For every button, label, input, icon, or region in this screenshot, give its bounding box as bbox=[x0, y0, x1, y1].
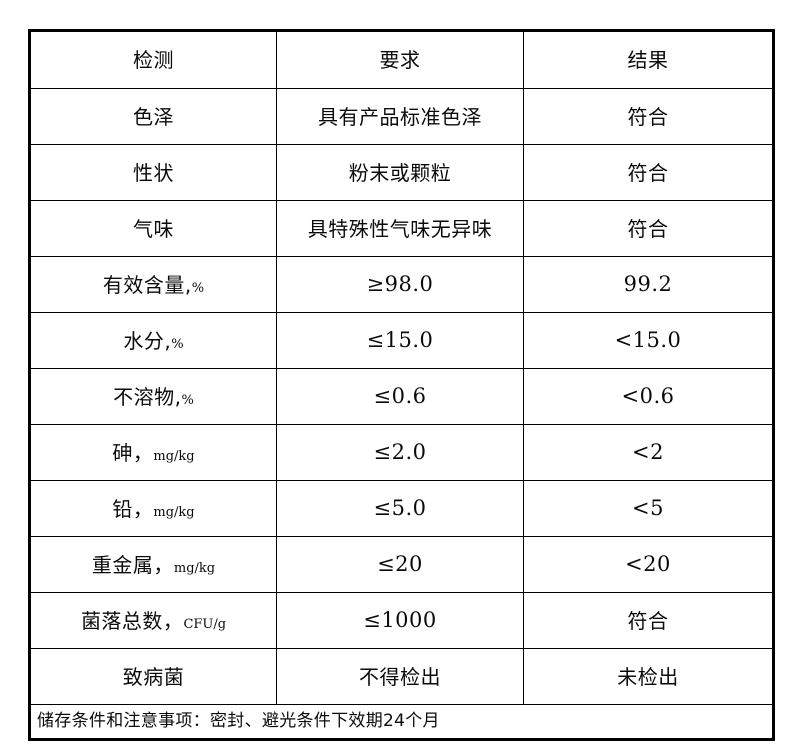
result-value: 未检出 bbox=[617, 664, 679, 689]
requirement-value: 粉末或颗粒 bbox=[348, 160, 452, 185]
item-label: 气味 bbox=[133, 216, 174, 241]
column-header-requirement: 要求 bbox=[276, 30, 524, 89]
cell-result: 99.2 bbox=[523, 256, 774, 313]
table-body: 检测 要求 结果 色泽 具有产品标准色泽 符合 性状 粉末或颗粒 符合 气味 具… bbox=[29, 30, 774, 740]
cell-requirement: 粉末或颗粒 bbox=[276, 144, 524, 201]
requirement-value: ≤1000 bbox=[363, 607, 437, 632]
cell-result: <0.6 bbox=[523, 368, 774, 425]
cell-requirement: ≤15.0 bbox=[276, 312, 524, 369]
column-header-item: 检测 bbox=[29, 30, 277, 89]
item-unit: mg/kg bbox=[173, 560, 216, 576]
cell-result: <2 bbox=[523, 424, 774, 481]
item-unit: mg/kg bbox=[153, 504, 195, 520]
cell-result: 符合 bbox=[523, 592, 774, 649]
item-label: 重金属， bbox=[91, 552, 174, 577]
table-row: 不溶物,% ≤0.6 <0.6 bbox=[29, 368, 774, 425]
cell-item: 不溶物,% bbox=[29, 368, 277, 425]
requirement-value: 具有产品标准色泽 bbox=[318, 104, 482, 129]
requirement-value: ≤0.6 bbox=[373, 383, 427, 408]
item-unit: % bbox=[181, 392, 194, 408]
cell-item: 性状 bbox=[29, 144, 277, 201]
result-value: 符合 bbox=[627, 160, 669, 185]
cell-item: 有效含量,% bbox=[29, 256, 277, 313]
table-row: 气味 具特殊性气味无异味 符合 bbox=[29, 200, 774, 257]
requirement-value: ≤2.0 bbox=[373, 439, 427, 464]
table-row: 砷，mg/kg ≤2.0 <2 bbox=[29, 424, 774, 481]
column-header-result: 结果 bbox=[523, 30, 774, 89]
item-label: 菌落总数， bbox=[80, 608, 184, 633]
item-label: 致病菌 bbox=[122, 664, 185, 689]
cell-requirement: 具特殊性气味无异味 bbox=[276, 200, 524, 257]
table-row: 水分,% ≤15.0 <15.0 bbox=[29, 312, 774, 369]
table-row: 重金属，mg/kg ≤20 <20 bbox=[29, 536, 774, 593]
cell-result: <15.0 bbox=[523, 312, 774, 369]
cell-item: 致病菌 bbox=[29, 648, 277, 705]
item-label: 性状 bbox=[133, 160, 174, 185]
item-unit: CFU/g bbox=[183, 616, 227, 632]
item-unit: mg/kg bbox=[153, 448, 195, 464]
result-value: <2 bbox=[632, 439, 664, 464]
result-value: <5 bbox=[632, 495, 664, 520]
table-header-row: 检测 要求 结果 bbox=[29, 30, 774, 89]
requirement-value: 不得检出 bbox=[359, 664, 441, 689]
result-value: <20 bbox=[625, 551, 671, 576]
product-specification-table: 检测 要求 结果 色泽 具有产品标准色泽 符合 性状 粉末或颗粒 符合 气味 具… bbox=[28, 29, 775, 741]
table-row: 致病菌 不得检出 未检出 bbox=[29, 648, 774, 705]
cell-requirement: ≤1000 bbox=[276, 592, 524, 649]
item-label: 不溶物, bbox=[113, 384, 182, 409]
cell-item: 铅，mg/kg bbox=[29, 480, 277, 537]
table-row: 性状 粉末或颗粒 符合 bbox=[29, 144, 774, 201]
cell-result: 符合 bbox=[523, 88, 774, 145]
item-label: 铅， bbox=[112, 496, 154, 521]
table-note-row: 储存条件和注意事项：密封、避光条件下效期24个月 bbox=[29, 704, 774, 740]
table-row: 有效含量,% ≥98.0 99.2 bbox=[29, 256, 774, 313]
cell-result: <20 bbox=[523, 536, 774, 593]
cell-result: <5 bbox=[523, 480, 774, 537]
column-header-requirement-label: 要求 bbox=[379, 48, 421, 72]
cell-requirement: ≤0.6 bbox=[276, 368, 524, 425]
cell-item: 气味 bbox=[29, 200, 277, 257]
column-header-item-label: 检测 bbox=[133, 48, 174, 72]
item-label: 有效含量, bbox=[102, 272, 192, 297]
cell-item: 菌落总数，CFU/g bbox=[29, 592, 277, 649]
cell-requirement: ≥98.0 bbox=[276, 256, 524, 313]
result-value: 符合 bbox=[627, 608, 669, 633]
item-label: 砷， bbox=[112, 440, 154, 465]
result-value: 符合 bbox=[627, 104, 669, 129]
cell-item: 色泽 bbox=[29, 88, 277, 145]
result-value: <0.6 bbox=[621, 383, 675, 408]
cell-requirement: ≤2.0 bbox=[276, 424, 524, 481]
cell-requirement: ≤20 bbox=[276, 536, 524, 593]
cell-result: 未检出 bbox=[523, 648, 774, 705]
storage-note-cell: 储存条件和注意事项：密封、避光条件下效期24个月 bbox=[29, 704, 774, 740]
cell-requirement: 具有产品标准色泽 bbox=[276, 88, 524, 145]
item-unit: % bbox=[191, 280, 205, 296]
table-row: 色泽 具有产品标准色泽 符合 bbox=[29, 88, 774, 145]
result-value: 符合 bbox=[627, 216, 669, 241]
cell-result: 符合 bbox=[523, 200, 774, 257]
cell-item: 重金属，mg/kg bbox=[29, 536, 277, 593]
cell-requirement: ≤5.0 bbox=[276, 480, 524, 537]
requirement-value: 具特殊性气味无异味 bbox=[307, 216, 493, 241]
item-label: 色泽 bbox=[133, 104, 174, 129]
item-unit: % bbox=[171, 336, 184, 352]
requirement-value: ≤20 bbox=[377, 551, 423, 576]
table-row: 铅，mg/kg ≤5.0 <5 bbox=[29, 480, 774, 537]
result-value: 99.2 bbox=[623, 271, 673, 296]
cell-item: 水分,% bbox=[29, 312, 277, 369]
table-row: 菌落总数，CFU/g ≤1000 符合 bbox=[29, 592, 774, 649]
storage-note-text: 储存条件和注意事项：密封、避光条件下效期24个月 bbox=[37, 711, 440, 732]
requirement-value: ≤5.0 bbox=[373, 495, 427, 520]
item-label: 水分, bbox=[123, 328, 172, 353]
cell-result: 符合 bbox=[523, 144, 774, 201]
requirement-value: ≥98.0 bbox=[366, 271, 434, 296]
result-value: <15.0 bbox=[614, 327, 682, 352]
requirement-value: ≤15.0 bbox=[366, 327, 434, 352]
cell-item: 砷，mg/kg bbox=[29, 424, 277, 481]
cell-requirement: 不得检出 bbox=[276, 648, 524, 705]
column-header-result-label: 结果 bbox=[627, 48, 669, 72]
spec-table-container: 检测 要求 结果 色泽 具有产品标准色泽 符合 性状 粉末或颗粒 符合 气味 具… bbox=[28, 29, 775, 741]
